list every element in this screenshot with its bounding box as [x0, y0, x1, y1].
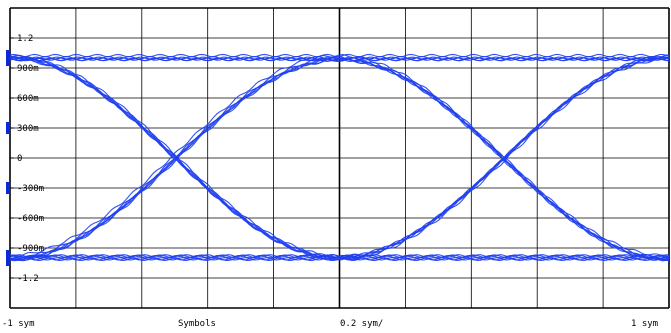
y-tick-label: -600m — [17, 214, 44, 224]
x-tick-label-max: 1 sym — [631, 319, 658, 329]
level-marker — [6, 122, 9, 134]
eye-trace-high — [9, 57, 669, 61]
level-marker — [6, 250, 10, 266]
eye-traces — [9, 53, 670, 262]
y-tick-label: -300m — [17, 184, 44, 194]
y-tick-labels: 1.2 900m 600m 300m 0 -300m -600m -900m -1.2 — [10, 34, 44, 284]
y-tick-label: 900m — [17, 64, 39, 74]
y-tick-label: -900m — [17, 244, 44, 254]
y-tick-label: 300m — [17, 124, 39, 134]
eye-trace-low — [9, 257, 670, 262]
y-tick-label: 0 — [17, 154, 22, 164]
level-markers — [6, 50, 10, 266]
y-tick-label: 1.2 — [17, 34, 33, 44]
eye-trace-high — [9, 53, 670, 58]
eye-trace-high — [9, 57, 670, 62]
x-scale-label: 0.2 sym/ — [340, 319, 383, 329]
eye-trace-low — [9, 254, 670, 258]
x-axis-label: Symbols — [178, 319, 216, 329]
x-tick-label-min: -1 sym — [2, 319, 35, 329]
eye-trace-fall-rise — [9, 55, 670, 259]
level-marker — [6, 182, 9, 194]
eye-trace-low — [9, 257, 670, 261]
y-tick-label: 600m — [17, 94, 39, 104]
eye-trace-rise-fall — [9, 54, 670, 258]
y-tick-label: -1.2 — [17, 274, 39, 284]
level-marker — [6, 50, 10, 66]
